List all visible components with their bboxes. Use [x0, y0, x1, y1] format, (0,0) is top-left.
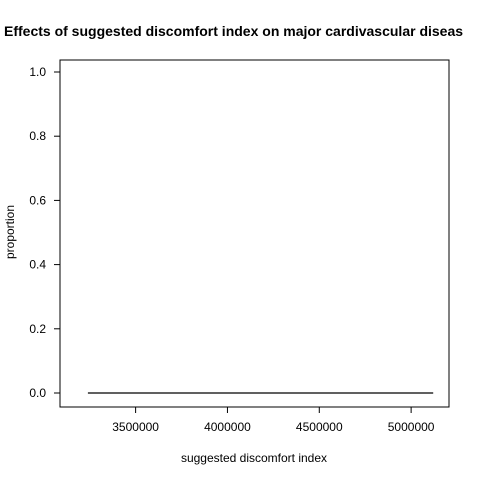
- y-tick-label: 0.0: [29, 386, 46, 400]
- y-axis: 0.0 0.2 0.4 0.6 0.8 1.0: [29, 65, 60, 400]
- x-axis: 3500000 4000000 4500000 5000000: [112, 407, 435, 434]
- x-tick-label: 4000000: [204, 420, 251, 434]
- x-tick-label: 4500000: [296, 420, 343, 434]
- y-axis-label: proportion: [3, 205, 17, 259]
- x-tick-label: 5000000: [388, 420, 435, 434]
- x-tick-label: 3500000: [112, 420, 159, 434]
- y-tick-label: 1.0: [29, 65, 46, 79]
- y-tick-label: 0.6: [29, 193, 46, 207]
- y-tick-label: 0.8: [29, 129, 46, 143]
- plot-frame: [59, 59, 450, 408]
- chart-title: Effects of suggested discomfort index on…: [4, 23, 463, 39]
- y-tick-label: 0.2: [29, 322, 46, 336]
- x-axis-label: suggested discomfort index: [181, 451, 327, 465]
- y-tick-label: 0.4: [29, 258, 46, 272]
